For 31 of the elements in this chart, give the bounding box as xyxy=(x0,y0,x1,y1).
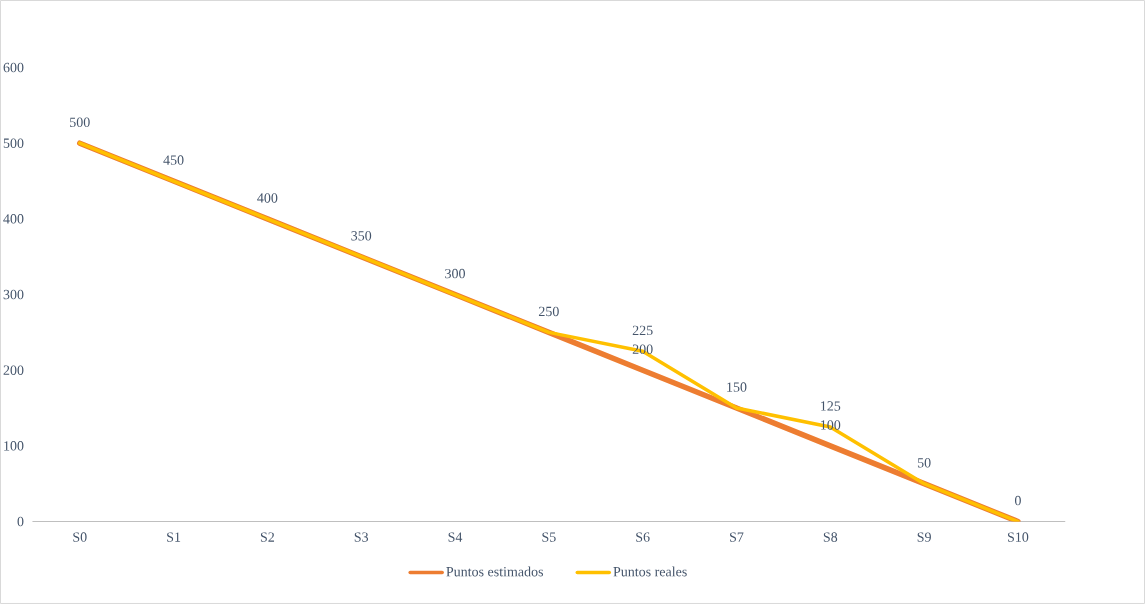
data-label: 125 xyxy=(821,401,841,411)
y-tick-label: 100 xyxy=(4,441,24,451)
y-tick-label: 0 xyxy=(17,516,24,527)
y-tick-label: 300 xyxy=(3,289,24,300)
x-tick-label: S4 xyxy=(448,532,463,542)
x-tick-label: S6 xyxy=(636,532,650,542)
legend-label: Puntos estimados xyxy=(446,566,544,577)
data-label: 500 xyxy=(70,117,90,127)
data-label: 50 xyxy=(917,458,931,468)
x-tick-label: S5 xyxy=(542,532,556,542)
y-tick-label: 400 xyxy=(3,214,24,224)
x-tick-label: S1 xyxy=(167,532,181,542)
data-label: 150 xyxy=(727,382,747,392)
data-label: 0 xyxy=(1014,495,1021,506)
data-label: 225 xyxy=(632,325,653,336)
x-tick-label: S2 xyxy=(260,532,275,542)
y-tick-label: 500 xyxy=(3,138,24,148)
data-label: 450 xyxy=(163,155,184,165)
data-label: 400 xyxy=(257,193,278,203)
x-tick-label: S3 xyxy=(354,532,369,542)
x-tick-label: S10 xyxy=(1007,532,1029,542)
x-tick-label: S0 xyxy=(73,532,87,542)
x-tick-label: S8 xyxy=(823,532,838,542)
y-tick-label: 600 xyxy=(3,62,24,73)
data-label: 300 xyxy=(445,268,465,279)
x-tick-label: S9 xyxy=(917,532,931,542)
legend-label: Puntos reales xyxy=(613,566,687,577)
data-label: 250 xyxy=(538,306,559,317)
x-tick-label: S7 xyxy=(730,532,744,542)
y-tick-label: 200 xyxy=(3,365,24,375)
data-label: 350 xyxy=(351,231,372,241)
